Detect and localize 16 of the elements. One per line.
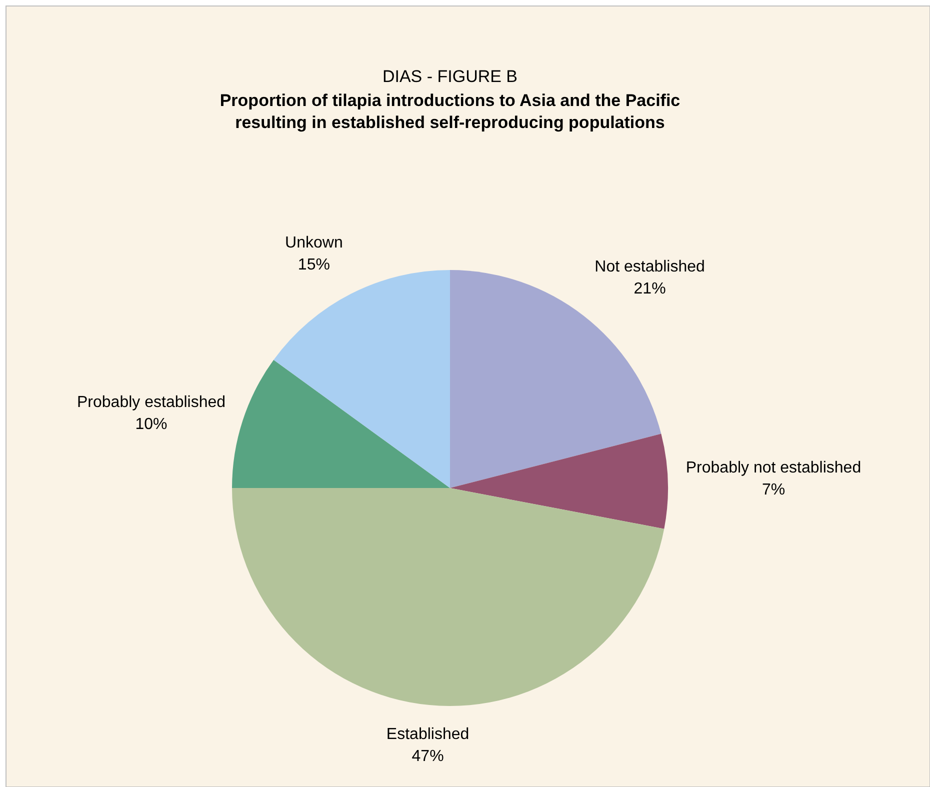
data-label: 21% — [634, 280, 666, 298]
data-label: 10% — [135, 416, 168, 434]
slice-label: Not established — [594, 258, 705, 276]
pie-slice — [232, 488, 664, 706]
data-label: 47% — [412, 748, 444, 765]
pie-slice — [450, 434, 668, 529]
pie-slice — [232, 360, 450, 488]
slice-label: Established — [386, 726, 470, 743]
slice-label: Unkown — [285, 234, 343, 252]
data-label: 7% — [762, 482, 786, 499]
slice-label: Probably established — [77, 394, 226, 412]
chart-subtitle: Proportion of tilapia introductions to Asia and the Pacific resulting in established self-reproducing populations — [220, 91, 680, 132]
data-label: 15% — [298, 256, 330, 274]
slice-label: Probably not established — [686, 460, 862, 477]
chart-title: DIAS - FIGURE B — [382, 67, 518, 86]
pie-slice — [274, 270, 450, 488]
